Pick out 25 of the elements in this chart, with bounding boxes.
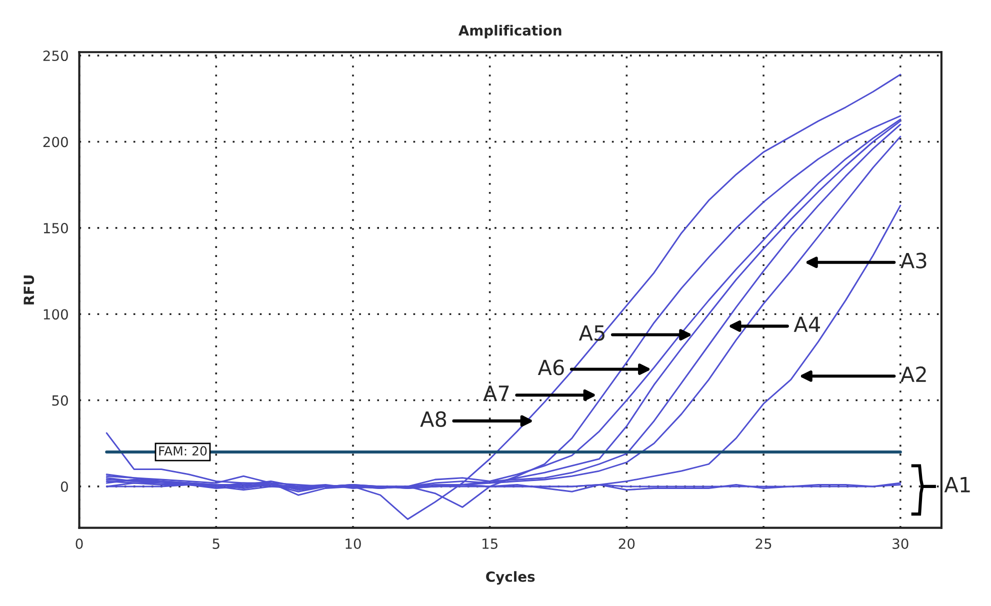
annotation: A6: [538, 360, 564, 376]
x-tick-label: 30: [892, 538, 908, 549]
annotation: A2: [900, 366, 926, 382]
y-tick-label: 100: [44, 309, 68, 320]
x-tick-label: 0: [76, 538, 83, 549]
x-tick-label: 25: [756, 538, 772, 549]
y-axis-title: RFU: [24, 276, 34, 304]
annotation: A4: [794, 316, 820, 332]
chart-title: Amplification: [458, 24, 562, 38]
x-axis-title: Cycles: [486, 571, 535, 585]
y-tick-label: 250: [43, 50, 68, 62]
y-tick-label: 0: [60, 481, 68, 492]
annotation: A3: [900, 252, 926, 268]
annotation: A1: [944, 477, 970, 492]
x-tick-label: 10: [346, 538, 361, 549]
y-tick-label: 50: [52, 395, 68, 406]
x-tick-label: 5: [212, 538, 220, 549]
x-tick-label: 20: [618, 538, 635, 549]
annotation: A7: [483, 386, 509, 401]
annotation: A8: [420, 411, 446, 428]
y-tick-label: 200: [43, 136, 68, 148]
annotation: A5: [578, 325, 604, 341]
ref-line-label: FAM: 20: [159, 446, 207, 456]
x-tick-label: 15: [482, 538, 498, 549]
y-tick-label: 150: [44, 222, 68, 234]
